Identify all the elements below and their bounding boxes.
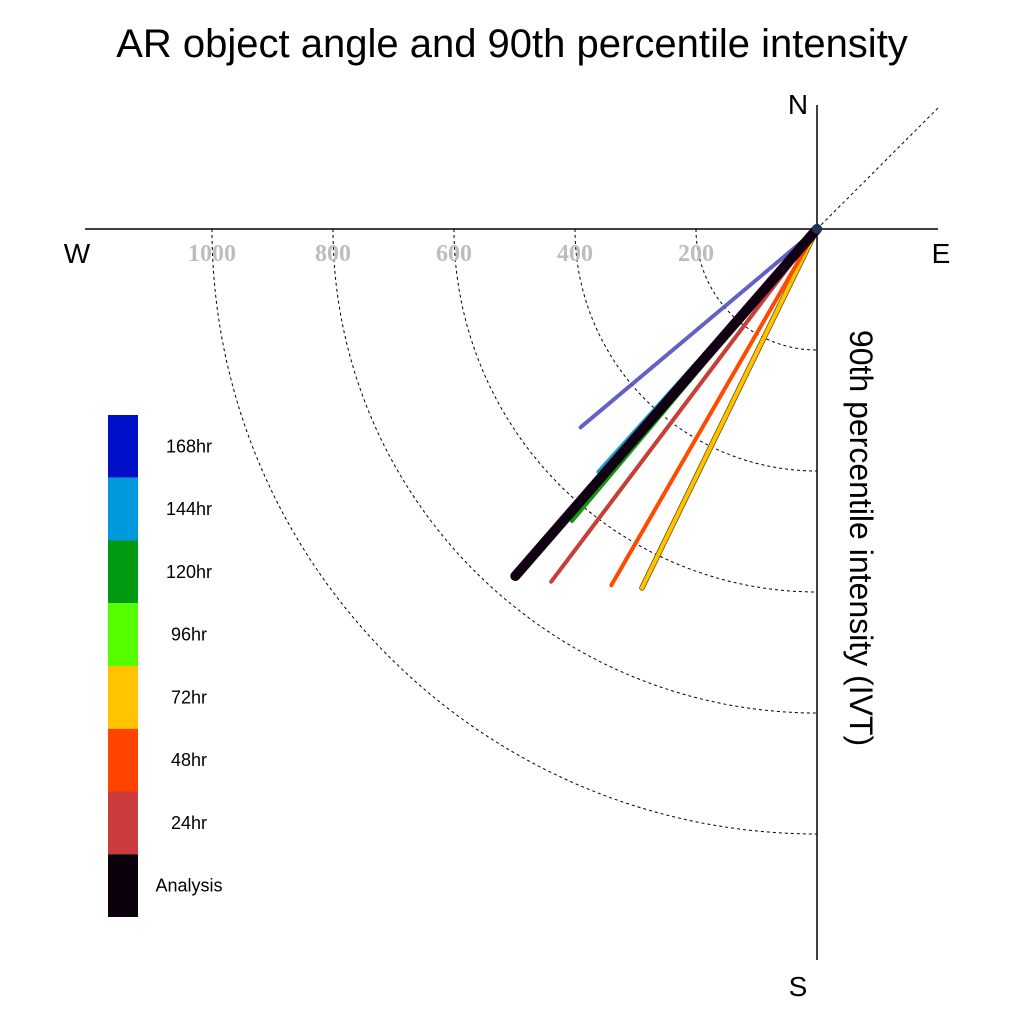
legend-swatch-analysis [108,854,138,917]
legend-label: 48hr [171,750,207,770]
series-line-analysis [510,224,822,582]
series-line-48hr [609,227,819,588]
radial-tick-labels: 200 400 600 800 1000 [188,241,714,267]
chart-title: AR object angle and 90th percentile inte… [116,22,908,66]
legend-label: 96hr [171,625,207,645]
compass-east: E [932,238,951,269]
legend-label: Analysis [155,876,222,896]
radial-tick-label: 600 [436,241,472,267]
legend-swatch-96hr [108,603,138,666]
polar-grid [211,228,818,835]
grid-circle [332,228,818,714]
legend-label: 168hr [166,436,212,456]
radial-tick-label: 1000 [188,241,236,267]
series-line-72hr [639,227,819,590]
compass-south: S [789,971,808,1002]
legend-swatch-168hr [108,415,138,478]
series-lines [510,224,822,591]
legend-label: 120hr [166,562,212,582]
legend-label: 24hr [171,813,207,833]
legend-label: 144hr [166,499,212,519]
legend-swatch-48hr [108,728,138,792]
legend-swatch-24hr [108,791,138,855]
legend-swatch-120hr [108,540,138,604]
compass-west: W [64,238,91,269]
legend-label: 72hr [171,687,207,707]
grid-circle [211,228,818,835]
legend: 168hr 144hr 120hr 96hr 72hr 48hr 24hr Analysis [108,415,223,917]
northeast-diagonal [816,105,941,230]
legend-swatch-72hr [108,666,138,729]
grid-circle [695,228,818,351]
radial-tick-label: 400 [557,241,593,267]
legend-swatch-144hr [108,477,138,541]
series-line-168hr [578,227,819,430]
radial-axis-label: 90th percentile intensity (IVT) [843,330,879,746]
origin-point [812,224,822,234]
compass-north: N [788,89,808,120]
radial-tick-label: 800 [315,241,351,267]
grid-circle [453,228,818,593]
series-line-24hr [549,227,819,584]
radial-tick-label: 200 [678,241,714,267]
grid-circle [574,228,818,472]
